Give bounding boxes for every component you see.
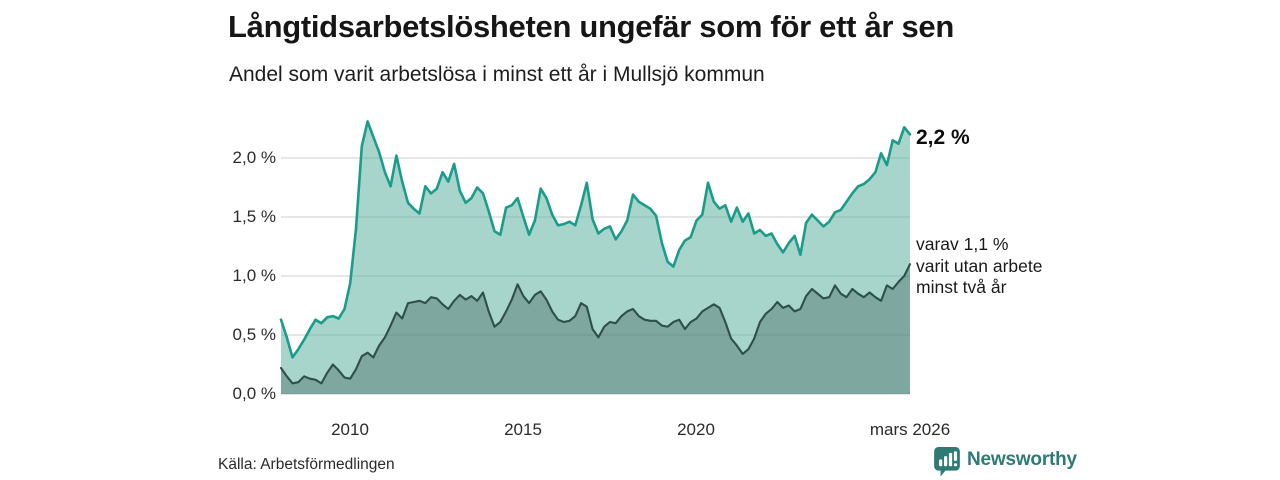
y-tick-label: 2,0 % [232, 148, 276, 167]
page-subtitle: Andel som varit arbetslösa i minst ett å… [229, 63, 765, 86]
x-tick-label: 2010 [331, 420, 369, 439]
x-tick-label: 2015 [504, 420, 542, 439]
end-value-annotation: 2,2 % [916, 126, 970, 149]
y-tick-label: 1,5 % [232, 207, 276, 226]
brand-wordmark: Newsworthy [967, 449, 1077, 470]
page-title: Långtidsarbetslösheten ungefär som för e… [228, 9, 955, 44]
secondary-series-annotation: varav 1,1 % varit utan arbete minst två … [916, 234, 1043, 297]
series-area-0 [281, 121, 910, 395]
series-areas [281, 121, 910, 395]
newsworthy-chart-bubble-icon [934, 447, 960, 477]
y-tick-label: 1,0 % [232, 266, 276, 285]
y-tick-label: 0,0 % [232, 384, 276, 403]
series-line-0 [279, 120, 912, 359]
y-tick-label: 0,5 % [232, 325, 276, 344]
series-area-1 [281, 264, 910, 394]
source-note: Källa: Arbetsförmedlingen [218, 456, 395, 473]
series-lines [279, 120, 912, 385]
x-tick-label: 2020 [677, 420, 715, 439]
x-tick-label: mars 2026 [869, 420, 951, 439]
brand-logo: Newsworthy [934, 447, 1077, 479]
series-line-1 [279, 263, 912, 385]
